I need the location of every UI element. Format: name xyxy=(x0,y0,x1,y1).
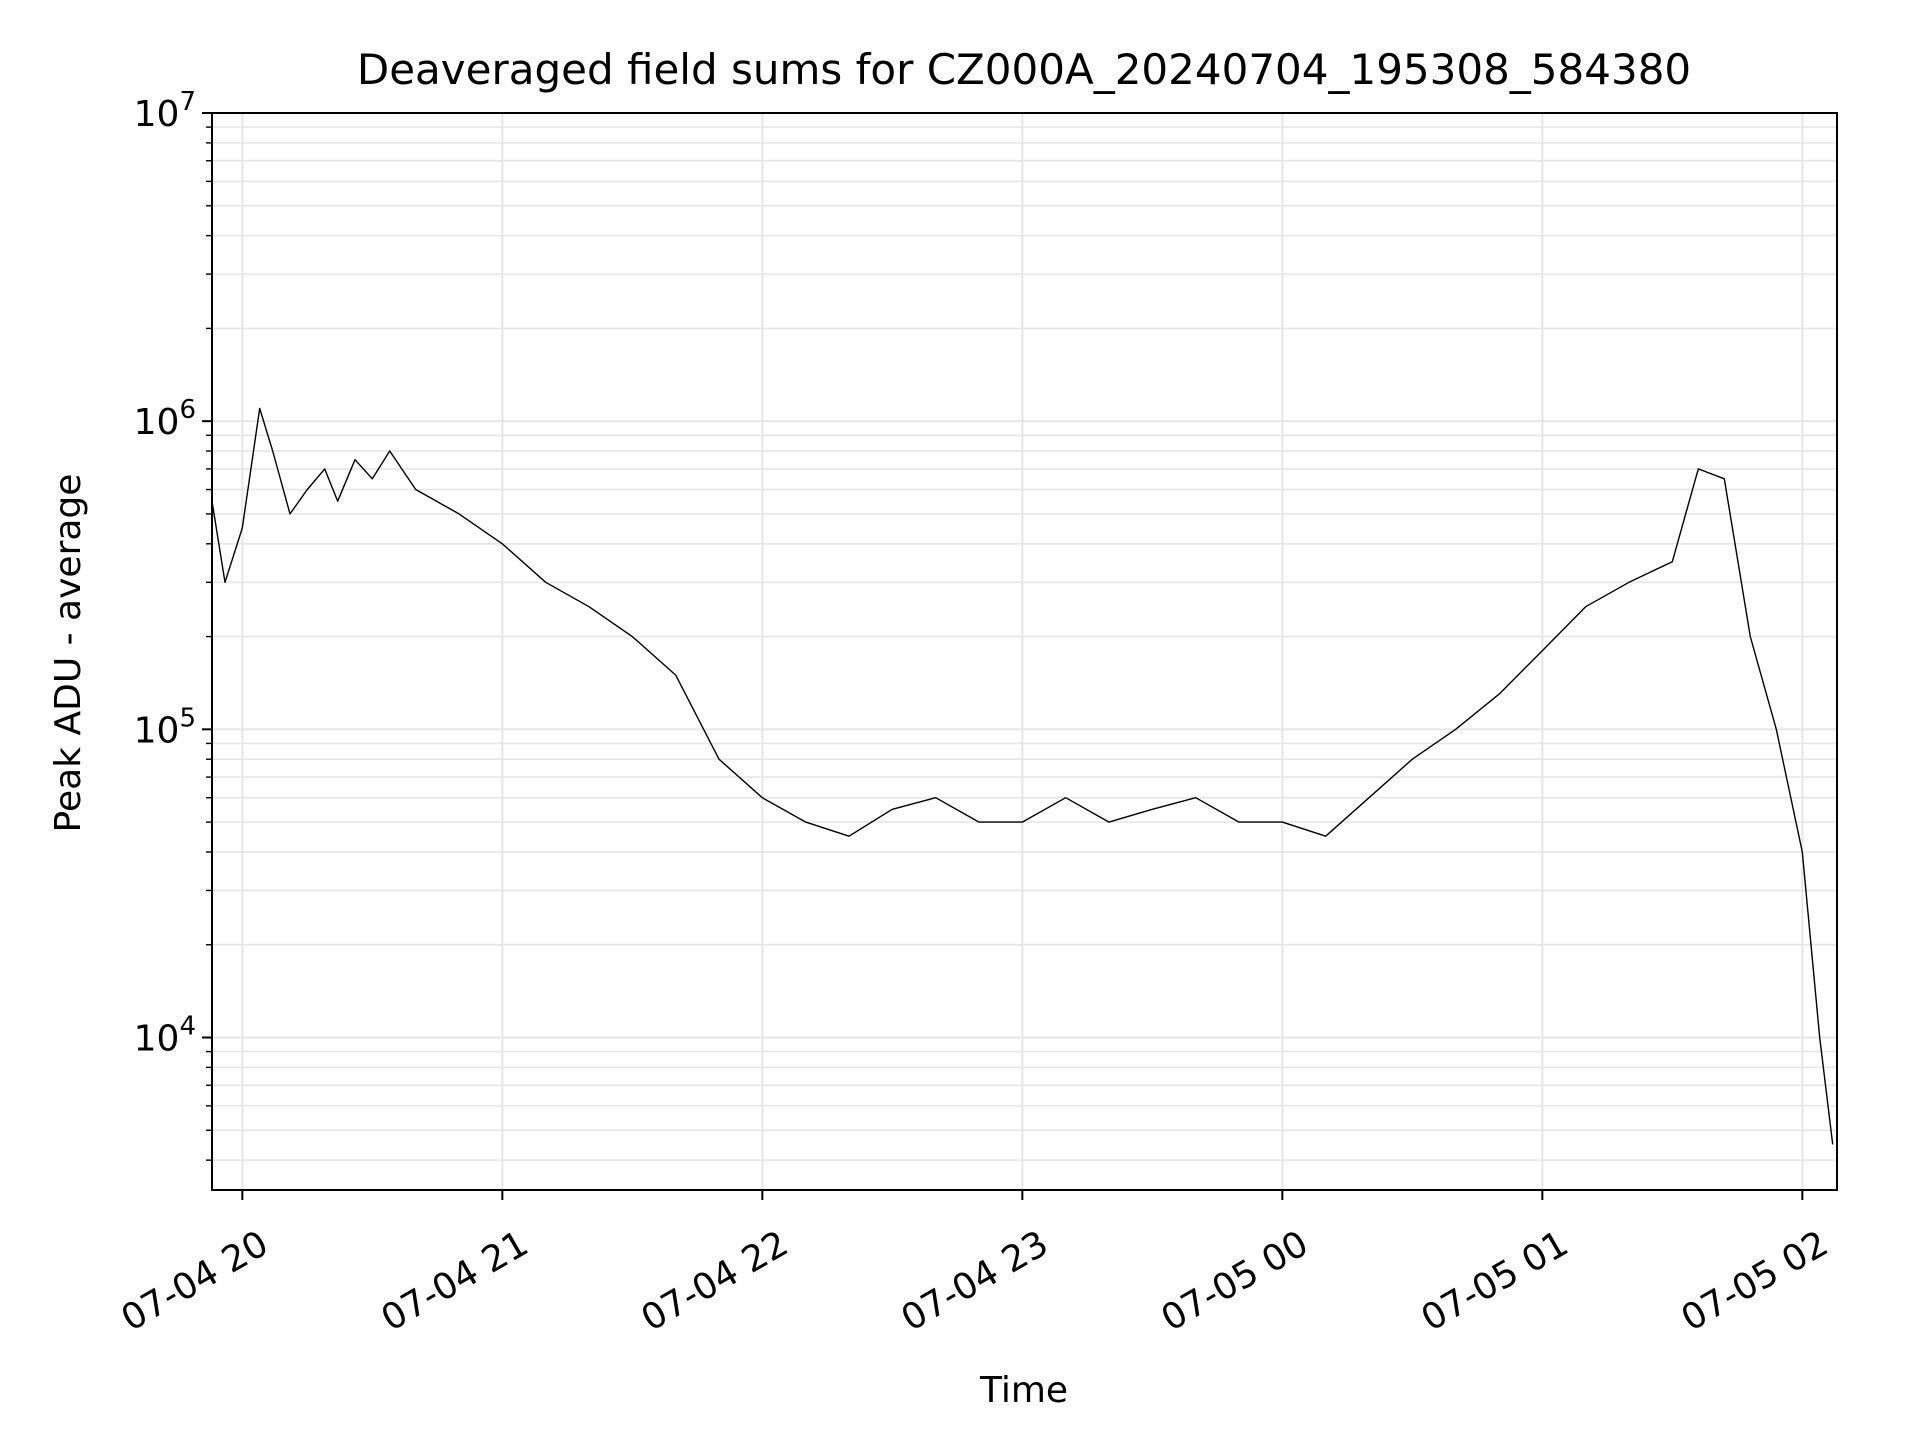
series-line xyxy=(211,407,1834,1145)
y-tick-label: 105 xyxy=(134,703,196,751)
y-axis-label: Peak ADU - average xyxy=(48,474,89,833)
y-tick-label: 107 xyxy=(134,87,196,135)
grid xyxy=(212,112,1837,1190)
x-axis-label: Time xyxy=(979,1370,1068,1411)
y-tick-label: 106 xyxy=(134,395,196,443)
data-layer xyxy=(211,407,1834,1145)
y-tick-label: 104 xyxy=(134,1012,196,1060)
chart-title: Deaveraged field sums for CZ000A_2024070… xyxy=(357,45,1691,94)
plot-frame xyxy=(211,112,1838,1191)
